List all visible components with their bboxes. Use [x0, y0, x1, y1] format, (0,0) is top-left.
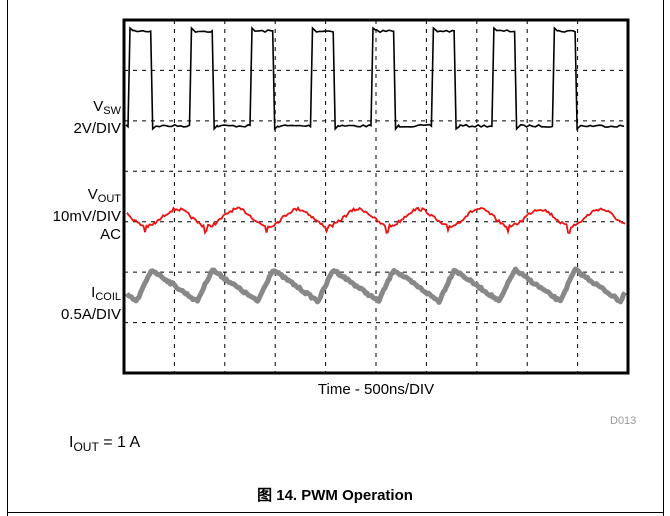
channel-scale: 2V/DIV	[73, 120, 121, 137]
figure-caption: 图 14. PWM Operation	[257, 487, 413, 504]
channel-scale: 0.5A/DIV	[60, 306, 121, 323]
channel-label-vout: VOUT 10mV/DIV AC	[53, 186, 121, 244]
condition-value: = 1 A	[98, 434, 141, 451]
plot-border	[122, 18, 630, 375]
channel-label-icoil: ICOIL 0.5A/DIV	[61, 284, 121, 324]
channel-scale: 10mV/DIV	[52, 208, 121, 225]
frame-right-rule	[663, 0, 664, 516]
plot-traces	[124, 26, 628, 305]
frame-left-rule	[7, 0, 8, 516]
x-axis-label: Time - 500ns/DIV	[317, 381, 435, 398]
figure-id: D013	[610, 415, 637, 427]
channel-coupling: AC	[100, 226, 121, 243]
condition-subscript: OUT	[73, 440, 99, 454]
trace-vsw	[125, 26, 625, 132]
channel-label-vsw: VSW 2V/DIV	[73, 98, 121, 138]
trace-vout	[126, 206, 626, 235]
channel-name: ICOIL	[91, 284, 121, 303]
frame-bottom-rule	[7, 512, 664, 513]
trace-icoil	[124, 266, 628, 305]
condition-symbol: I	[69, 434, 74, 451]
plot-grid	[124, 20, 628, 373]
channel-name: VSW	[93, 98, 121, 117]
channel-name: VOUT	[87, 186, 121, 205]
test-condition: IOUT = 1 A	[69, 434, 140, 454]
